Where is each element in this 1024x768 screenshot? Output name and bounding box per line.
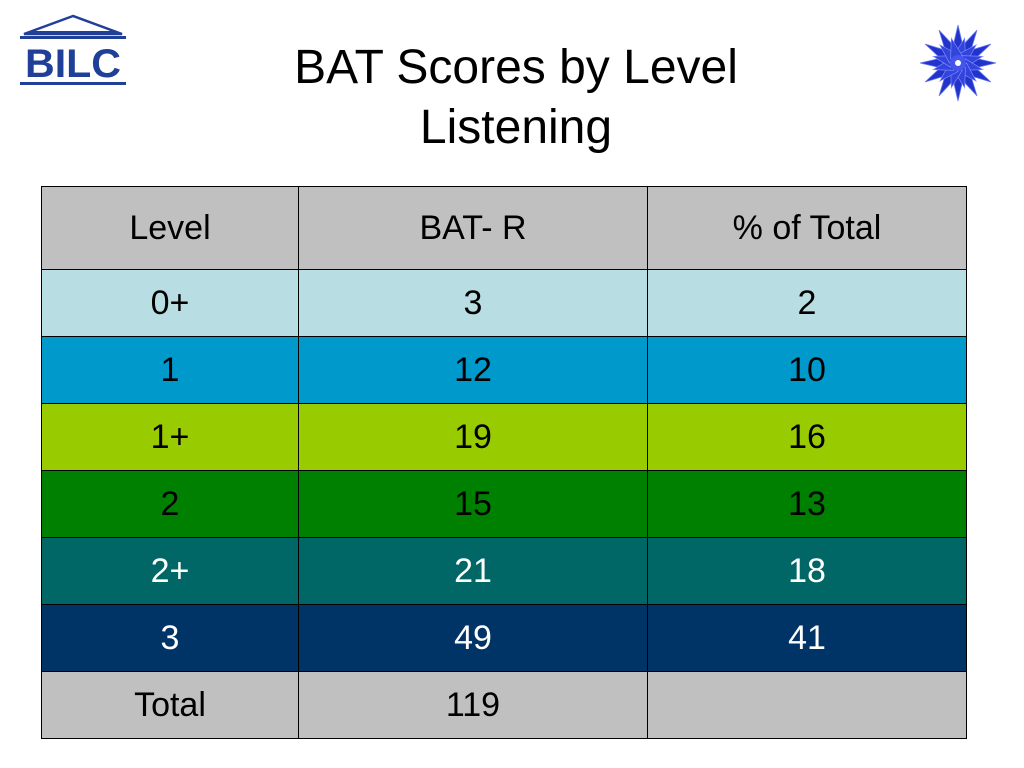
header-bat-r: BAT- R bbox=[298, 186, 648, 270]
table-total-row: Total 119 bbox=[41, 671, 967, 739]
cell-bat-r: 3 bbox=[298, 269, 648, 337]
cell-level: 1 bbox=[41, 336, 299, 404]
slide-title: BAT Scores by Level Listening bbox=[180, 38, 852, 158]
header-percent-total: % of Total bbox=[647, 186, 967, 270]
cell-percent: 13 bbox=[647, 470, 967, 538]
cell-level: 3 bbox=[41, 604, 299, 672]
cell-level: 2 bbox=[41, 470, 299, 538]
table-row: 0+ 3 2 bbox=[41, 269, 967, 337]
cell-level: 2+ bbox=[41, 537, 299, 605]
total-extra bbox=[647, 671, 967, 739]
cell-percent: 16 bbox=[647, 403, 967, 471]
cell-level: 1+ bbox=[41, 403, 299, 471]
table-header-row: Level BAT- R % of Total bbox=[41, 186, 967, 270]
total-label: Total bbox=[41, 671, 299, 739]
total-value: 119 bbox=[298, 671, 648, 739]
table-row: 1+ 19 16 bbox=[41, 403, 967, 471]
cell-bat-r: 49 bbox=[298, 604, 648, 672]
table-row: 2 15 13 bbox=[41, 470, 967, 538]
table-row: 1 12 10 bbox=[41, 336, 967, 404]
emblem-logo bbox=[919, 24, 997, 102]
bilc-logo-text: BILC bbox=[25, 42, 121, 86]
cell-bat-r: 21 bbox=[298, 537, 648, 605]
cell-bat-r: 19 bbox=[298, 403, 648, 471]
cell-bat-r: 15 bbox=[298, 470, 648, 538]
table-row: 3 49 41 bbox=[41, 604, 967, 672]
cell-percent: 41 bbox=[647, 604, 967, 672]
bilc-logo: BILC bbox=[20, 14, 126, 86]
cell-percent: 18 bbox=[647, 537, 967, 605]
header-level: Level bbox=[41, 186, 299, 270]
scores-table: Level BAT- R % of Total 0+ 3 2 1 12 10 1… bbox=[41, 186, 967, 739]
cell-percent: 10 bbox=[647, 336, 967, 404]
cell-percent: 2 bbox=[647, 269, 967, 337]
cell-level: 0+ bbox=[41, 269, 299, 337]
cell-bat-r: 12 bbox=[298, 336, 648, 404]
slide-title-line1: BAT Scores by Level bbox=[294, 41, 738, 94]
table-row: 2+ 21 18 bbox=[41, 537, 967, 605]
slide-title-line2: Listening bbox=[419, 101, 613, 154]
